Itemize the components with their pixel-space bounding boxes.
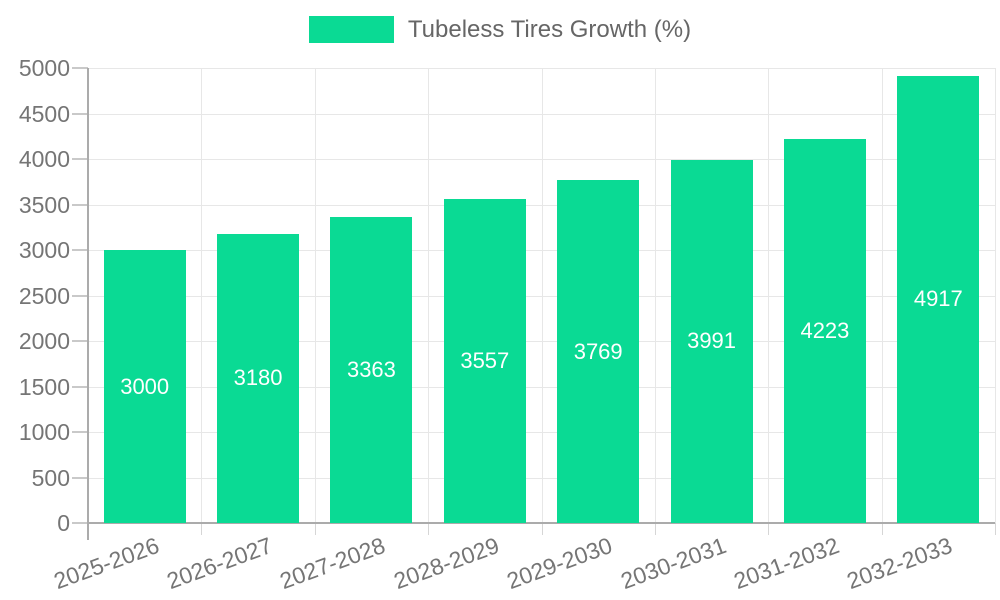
y-axis-line bbox=[87, 68, 89, 540]
y-tick-label: 0 bbox=[57, 510, 70, 536]
bar-value-label: 3769 bbox=[573, 338, 623, 364]
x-axis-label: 2031-2032 bbox=[730, 532, 843, 595]
y-tick-mark bbox=[72, 476, 88, 479]
x-tick-mark bbox=[428, 523, 430, 535]
y-tick-mark bbox=[72, 249, 88, 251]
bar bbox=[557, 180, 640, 523]
y-tick-label: 3500 bbox=[18, 191, 70, 218]
y-tick-mark bbox=[72, 158, 88, 160]
y-tick-mark bbox=[72, 112, 88, 115]
x-gridline bbox=[654, 68, 656, 523]
bar bbox=[217, 233, 300, 523]
x-axis-label: 2032-2033 bbox=[843, 532, 956, 595]
y-tick-mark bbox=[72, 67, 88, 69]
y-tick-mark bbox=[72, 340, 88, 342]
x-tick-mark bbox=[314, 523, 316, 535]
bar bbox=[103, 250, 186, 523]
bar bbox=[670, 159, 753, 523]
bar-value-label: 3991 bbox=[687, 328, 737, 354]
y-tick-mark bbox=[72, 431, 88, 433]
y-tick-label: 4000 bbox=[18, 146, 70, 172]
bar-value-label: 4223 bbox=[800, 317, 850, 343]
y-tick-label: 3000 bbox=[18, 237, 70, 263]
y-tick-label: 4500 bbox=[18, 100, 70, 127]
x-gridline bbox=[201, 68, 203, 523]
legend-label: Tubeless Tires Growth (%) bbox=[407, 16, 692, 43]
y-tick-label: 2500 bbox=[18, 282, 70, 309]
x-tick-mark bbox=[201, 523, 203, 535]
x-axis-label: 2028-2029 bbox=[390, 532, 503, 595]
x-gridline bbox=[881, 68, 883, 523]
chart-legend: Tubeless Tires Growth (%) bbox=[0, 16, 1000, 43]
bar-value-label: 3363 bbox=[346, 356, 396, 382]
bar-value-label: 3180 bbox=[233, 365, 283, 391]
x-axis-label: 2029-2030 bbox=[503, 532, 616, 595]
bar bbox=[897, 75, 980, 523]
x-axis-label: 2026-2027 bbox=[163, 532, 276, 595]
x-axis-label: 2030-2031 bbox=[616, 532, 730, 595]
y-tick-label: 2000 bbox=[18, 328, 70, 354]
bar bbox=[443, 199, 526, 523]
y-tick-label: 500 bbox=[31, 464, 70, 491]
x-axis-line bbox=[88, 522, 995, 524]
x-axis-label: 2025-2026 bbox=[49, 532, 163, 595]
x-tick-mark bbox=[995, 523, 996, 535]
x-tick-mark bbox=[541, 523, 543, 535]
x-tick-mark bbox=[654, 523, 656, 535]
y-tick-label: 1500 bbox=[18, 373, 70, 400]
x-gridline bbox=[428, 68, 430, 523]
x-gridline bbox=[541, 68, 543, 523]
y-tick-label: 1000 bbox=[18, 419, 70, 445]
x-tick-mark bbox=[881, 523, 883, 535]
x-gridline bbox=[995, 68, 996, 523]
x-tick-mark bbox=[768, 523, 770, 535]
y-tick-mark bbox=[72, 385, 88, 388]
y-tick-label: 5000 bbox=[18, 55, 70, 81]
legend-item[interactable]: Tubeless Tires Growth (%) bbox=[308, 16, 692, 43]
bar-value-label: 3557 bbox=[460, 348, 510, 374]
y-tick-mark bbox=[72, 203, 88, 206]
x-gridline bbox=[768, 68, 770, 523]
y-tick-mark bbox=[72, 522, 88, 524]
bar bbox=[330, 216, 413, 523]
x-axis-label: 2027-2028 bbox=[276, 532, 389, 595]
bar bbox=[783, 138, 866, 523]
y-tick-mark bbox=[72, 294, 88, 297]
bar-value-label: 4917 bbox=[913, 286, 963, 312]
legend-swatch bbox=[308, 16, 394, 43]
x-gridline bbox=[314, 68, 316, 523]
bar-value-label: 3000 bbox=[120, 373, 170, 399]
